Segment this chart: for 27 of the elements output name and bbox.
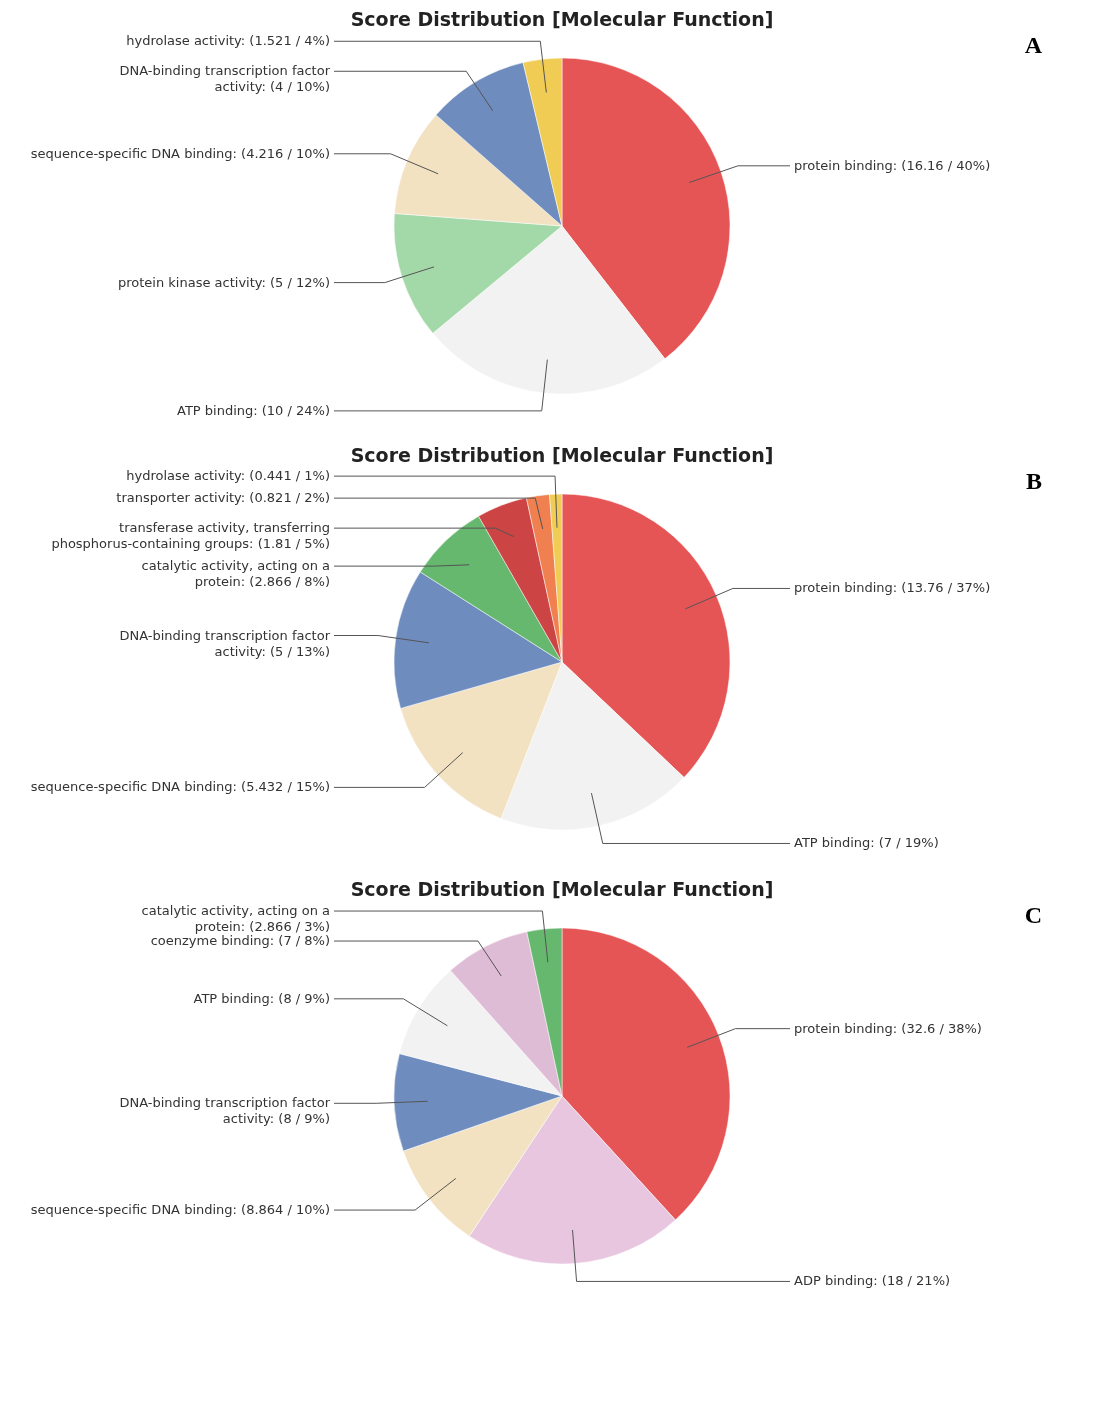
slice-label: protein binding: (13.76 / 37%) xyxy=(794,580,991,596)
slice-label: hydrolase activity: (0.441 / 1%) xyxy=(126,468,330,484)
slice-label: transporter activity: (0.821 / 2%) xyxy=(116,490,330,506)
slice-label: DNA-binding transcription factor activity: (4 / 10%) xyxy=(119,63,331,95)
text: A xyxy=(1024,32,1043,58)
text: C xyxy=(1024,902,1042,928)
slice-label: catalytic activity, acting on a protein: (2.866 / 8%) xyxy=(141,558,330,590)
slice-label: ATP binding: (7 / 19%) xyxy=(794,835,939,851)
slice-label: hydrolase activity: (1.521 / 4%) xyxy=(126,33,330,49)
slice-label: ATP binding: (10 / 24%) xyxy=(177,402,330,418)
slice-label: protein binding: (32.6 / 38%) xyxy=(794,1020,982,1036)
slice-label: ATP binding: (8 / 9%) xyxy=(193,990,330,1006)
slice-label: DNA-binding transcription factor activity: (8 / 9%) xyxy=(119,1095,331,1127)
slice-label: coenzyme binding: (7 / 8%) xyxy=(150,933,330,949)
text: B xyxy=(1025,468,1042,494)
slice-label: sequence-specific DNA binding: (5.432 / 15%) xyxy=(30,779,330,795)
slice-label: catalytic activity, acting on a protein: (2.866 / 3%) xyxy=(141,903,330,935)
slice-label: transferase activity, transferring phosphorus-containing groups: (1.81 / 5%) xyxy=(51,520,330,552)
slice-label: protein binding: (16.16 / 40%) xyxy=(794,157,991,173)
slice-label: DNA-binding transcription factor activity: (5 / 13%) xyxy=(119,627,331,659)
slice-label: protein kinase activity: (5 / 12%) xyxy=(117,274,330,290)
slice-label: sequence-specific DNA binding: (8.864 / 10%) xyxy=(30,1202,330,1218)
slice-label: ADP binding: (18 / 21%) xyxy=(794,1273,951,1289)
chart-title: Score Distribution [Molecular Function] xyxy=(350,444,774,466)
chart-title: Score Distribution [Molecular Function] xyxy=(350,8,774,30)
slice-label: sequence-specific DNA binding: (4.216 / 10%) xyxy=(30,145,330,161)
chart-title: Score Distribution [Molecular Function] xyxy=(350,878,774,900)
